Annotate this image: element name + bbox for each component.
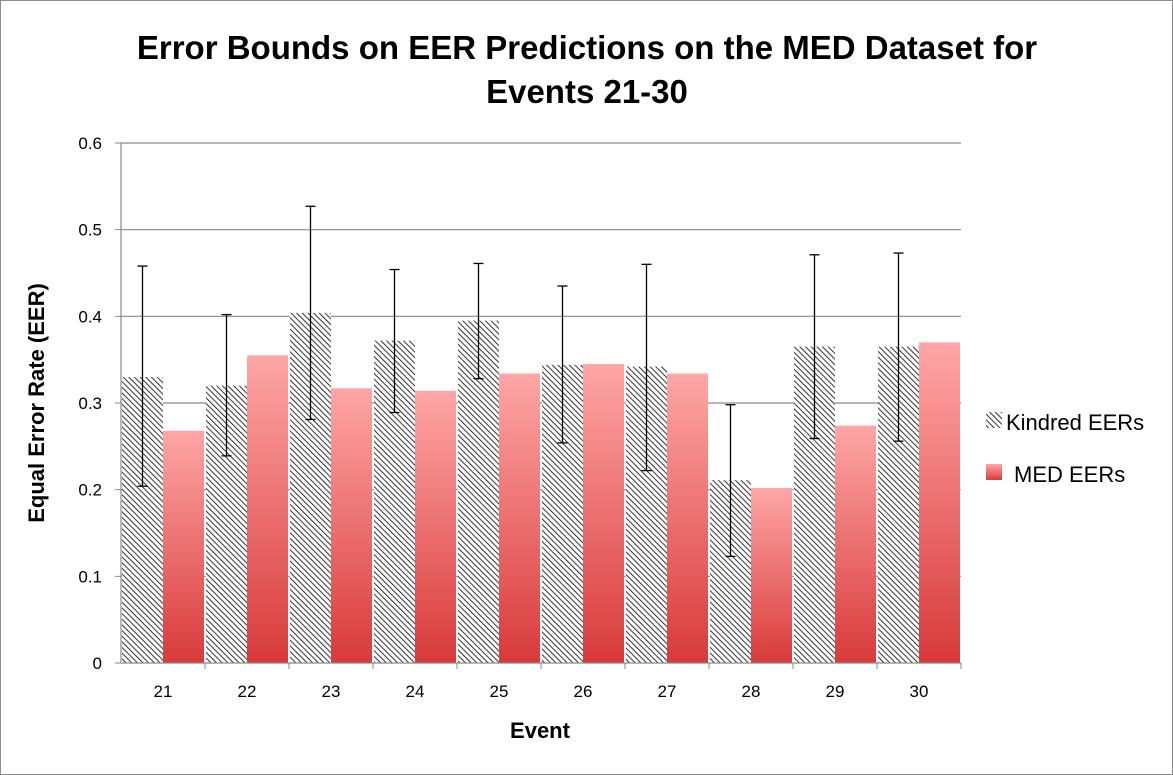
bar-med-26 bbox=[583, 364, 624, 663]
x-tick-label: 29 bbox=[826, 682, 845, 701]
legend-swatch-kindred bbox=[986, 412, 1002, 428]
y-tick-label: 0.1 bbox=[78, 567, 102, 586]
bar-med-24 bbox=[415, 390, 456, 663]
legend-label-med: MED EERs bbox=[1014, 462, 1125, 487]
bar-med-23 bbox=[331, 388, 372, 663]
x-tick-label: 28 bbox=[742, 682, 761, 701]
x-tick-label: 24 bbox=[406, 682, 425, 701]
bar-med-25 bbox=[499, 373, 540, 663]
y-tick-label: 0.6 bbox=[78, 134, 102, 153]
y-tick-label: 0.3 bbox=[78, 394, 102, 413]
y-tick-label: 0.2 bbox=[78, 481, 102, 500]
bar-med-29 bbox=[835, 425, 876, 663]
y-tick-label: 0.5 bbox=[78, 221, 102, 240]
x-tick-label: 22 bbox=[238, 682, 257, 701]
bar-med-22 bbox=[247, 355, 288, 663]
y-tick-label: 0 bbox=[93, 654, 102, 673]
bar-med-27 bbox=[667, 373, 708, 663]
x-axis-title: Event bbox=[510, 718, 571, 743]
chart-title-line-1: Error Bounds on EER Predictions on the M… bbox=[137, 29, 1037, 66]
x-tick-label: 25 bbox=[490, 682, 509, 701]
x-tick-label: 23 bbox=[322, 682, 341, 701]
y-tick-label: 0.4 bbox=[78, 307, 102, 326]
bar-med-30 bbox=[919, 342, 960, 663]
chart-title-line-2: Events 21-30 bbox=[486, 73, 688, 110]
y-axis-title: Equal Error Rate (EER) bbox=[24, 283, 49, 523]
legend-label-kindred: Kindred EERs bbox=[1006, 410, 1144, 435]
x-tick-label: 21 bbox=[154, 682, 173, 701]
legend: Kindred EERs MED EERs bbox=[986, 410, 1144, 487]
x-tick-label: 27 bbox=[658, 682, 677, 701]
x-tick-label: 26 bbox=[574, 682, 593, 701]
legend-swatch-med bbox=[986, 464, 1002, 480]
bar-med-21 bbox=[163, 430, 204, 663]
x-tick-label: 30 bbox=[910, 682, 929, 701]
bar-med-28 bbox=[751, 487, 792, 663]
